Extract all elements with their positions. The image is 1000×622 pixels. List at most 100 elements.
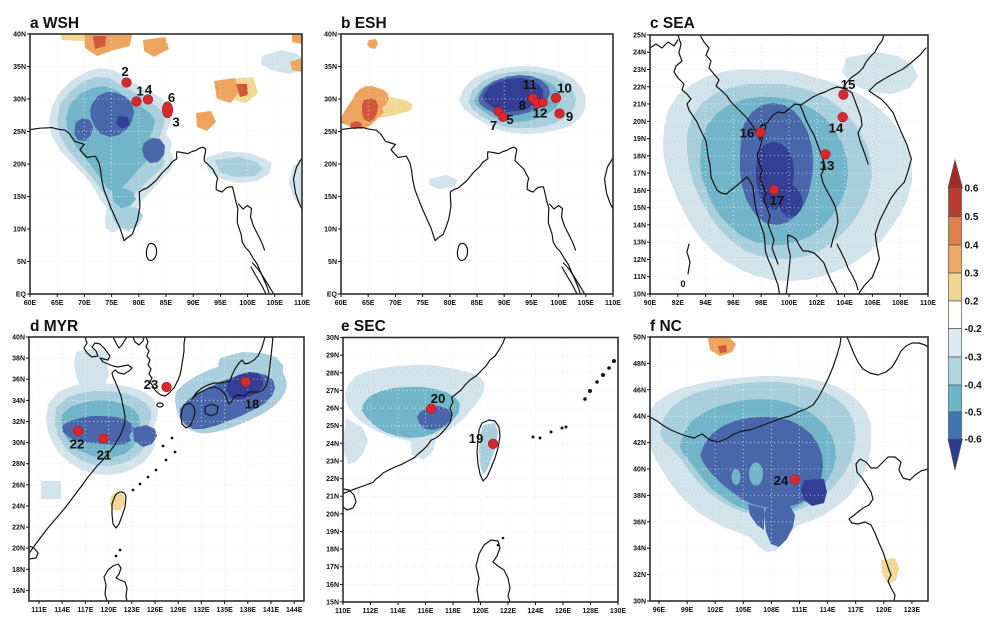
- svg-text:23N: 23N: [326, 459, 339, 466]
- svg-text:15N: 15N: [13, 194, 26, 201]
- svg-text:9: 9: [566, 109, 573, 124]
- svg-text:50N: 50N: [633, 335, 646, 342]
- svg-text:26N: 26N: [326, 406, 339, 413]
- svg-text:15N: 15N: [633, 205, 646, 212]
- svg-text:20N: 20N: [12, 546, 25, 553]
- svg-text:16: 16: [740, 126, 755, 141]
- svg-text:106E: 106E: [864, 300, 881, 307]
- svg-text:22: 22: [70, 437, 85, 452]
- svg-text:27N: 27N: [326, 388, 339, 395]
- svg-text:18N: 18N: [326, 547, 339, 554]
- svg-text:26N: 26N: [12, 482, 25, 489]
- svg-text:23: 23: [144, 377, 159, 392]
- svg-text:16N: 16N: [12, 588, 25, 595]
- svg-text:65E: 65E: [51, 300, 64, 307]
- svg-text:44N: 44N: [633, 414, 646, 421]
- svg-text:0: 0: [680, 279, 685, 289]
- svg-text:70E: 70E: [78, 300, 91, 307]
- svg-text:30N: 30N: [324, 97, 337, 104]
- svg-text:30N: 30N: [633, 599, 646, 606]
- svg-text:110E: 110E: [605, 300, 621, 307]
- svg-text:105E: 105E: [267, 300, 284, 307]
- svg-text:123E: 123E: [124, 607, 141, 614]
- svg-text:105E: 105E: [578, 300, 595, 307]
- svg-text:135E: 135E: [216, 607, 233, 614]
- svg-text:30N: 30N: [13, 97, 26, 104]
- svg-text:111E: 111E: [31, 607, 47, 614]
- svg-text:6: 6: [168, 90, 175, 105]
- svg-text:15N: 15N: [326, 600, 339, 607]
- svg-text:0.5: 0.5: [965, 212, 979, 223]
- svg-text:1: 1: [136, 84, 143, 99]
- svg-text:118E: 118E: [445, 608, 461, 615]
- svg-text:102E: 102E: [707, 607, 724, 614]
- svg-text:99E: 99E: [681, 607, 694, 614]
- svg-text:5: 5: [506, 112, 513, 127]
- svg-text:100E: 100E: [239, 300, 256, 307]
- svg-text:12: 12: [533, 106, 548, 121]
- svg-text:85E: 85E: [160, 300, 173, 307]
- svg-text:3: 3: [172, 115, 179, 130]
- svg-text:32N: 32N: [633, 572, 646, 579]
- svg-text:120E: 120E: [472, 608, 489, 615]
- svg-text:20N: 20N: [326, 511, 339, 518]
- svg-text:25N: 25N: [326, 423, 339, 430]
- svg-text:20: 20: [431, 391, 446, 406]
- svg-text:-0.4: -0.4: [965, 381, 983, 392]
- svg-text:108E: 108E: [763, 607, 780, 614]
- svg-text:35N: 35N: [13, 64, 26, 71]
- svg-text:110E: 110E: [920, 300, 936, 307]
- svg-text:-0.6: -0.6: [965, 435, 983, 446]
- svg-text:90E: 90E: [644, 300, 657, 307]
- svg-text:c SEA: c SEA: [650, 15, 695, 32]
- svg-text:102E: 102E: [809, 300, 826, 307]
- svg-text:36N: 36N: [12, 377, 25, 384]
- svg-text:104E: 104E: [836, 300, 853, 307]
- svg-text:f NC: f NC: [650, 318, 682, 335]
- svg-text:19N: 19N: [633, 136, 646, 143]
- svg-text:b ESH: b ESH: [341, 15, 387, 32]
- svg-text:98E: 98E: [755, 300, 768, 307]
- svg-text:123E: 123E: [904, 607, 921, 614]
- svg-text:10N: 10N: [13, 227, 26, 234]
- svg-text:95E: 95E: [214, 300, 227, 307]
- svg-text:11N: 11N: [634, 274, 646, 281]
- svg-text:0.3: 0.3: [965, 269, 979, 280]
- svg-text:75E: 75E: [416, 300, 429, 307]
- svg-text:14N: 14N: [633, 222, 646, 229]
- svg-text:22N: 22N: [12, 525, 25, 532]
- svg-text:d MYR: d MYR: [30, 318, 78, 335]
- svg-text:29N: 29N: [326, 353, 339, 360]
- svg-text:0.6: 0.6: [965, 184, 979, 195]
- svg-text:15N: 15N: [324, 194, 337, 201]
- svg-text:28N: 28N: [12, 461, 25, 468]
- svg-text:124E: 124E: [527, 608, 544, 615]
- svg-text:30N: 30N: [326, 335, 339, 342]
- svg-text:100E: 100E: [781, 300, 798, 307]
- svg-text:10N: 10N: [324, 227, 337, 234]
- svg-text:117E: 117E: [77, 607, 93, 614]
- svg-text:2: 2: [121, 64, 128, 79]
- svg-text:90E: 90E: [498, 300, 511, 307]
- svg-text:21N: 21N: [633, 102, 646, 109]
- svg-text:141E: 141E: [263, 607, 280, 614]
- svg-text:18: 18: [245, 397, 260, 412]
- svg-text:38N: 38N: [633, 493, 646, 500]
- svg-text:13N: 13N: [633, 240, 646, 247]
- svg-text:a WSH: a WSH: [30, 15, 79, 32]
- svg-text:70E: 70E: [389, 300, 402, 307]
- svg-text:22N: 22N: [326, 476, 339, 483]
- svg-text:-0.2: -0.2: [965, 324, 983, 335]
- svg-text:40N: 40N: [324, 32, 337, 39]
- svg-text:90E: 90E: [187, 300, 200, 307]
- svg-text:23N: 23N: [633, 67, 646, 74]
- svg-text:85E: 85E: [471, 300, 484, 307]
- svg-text:28N: 28N: [326, 370, 339, 377]
- svg-text:24N: 24N: [633, 50, 646, 57]
- svg-text:30N: 30N: [12, 440, 25, 447]
- svg-text:4: 4: [145, 82, 153, 97]
- svg-text:60E: 60E: [24, 300, 37, 307]
- svg-text:80E: 80E: [444, 300, 457, 307]
- svg-text:114E: 114E: [390, 608, 406, 615]
- svg-text:138E: 138E: [240, 607, 257, 614]
